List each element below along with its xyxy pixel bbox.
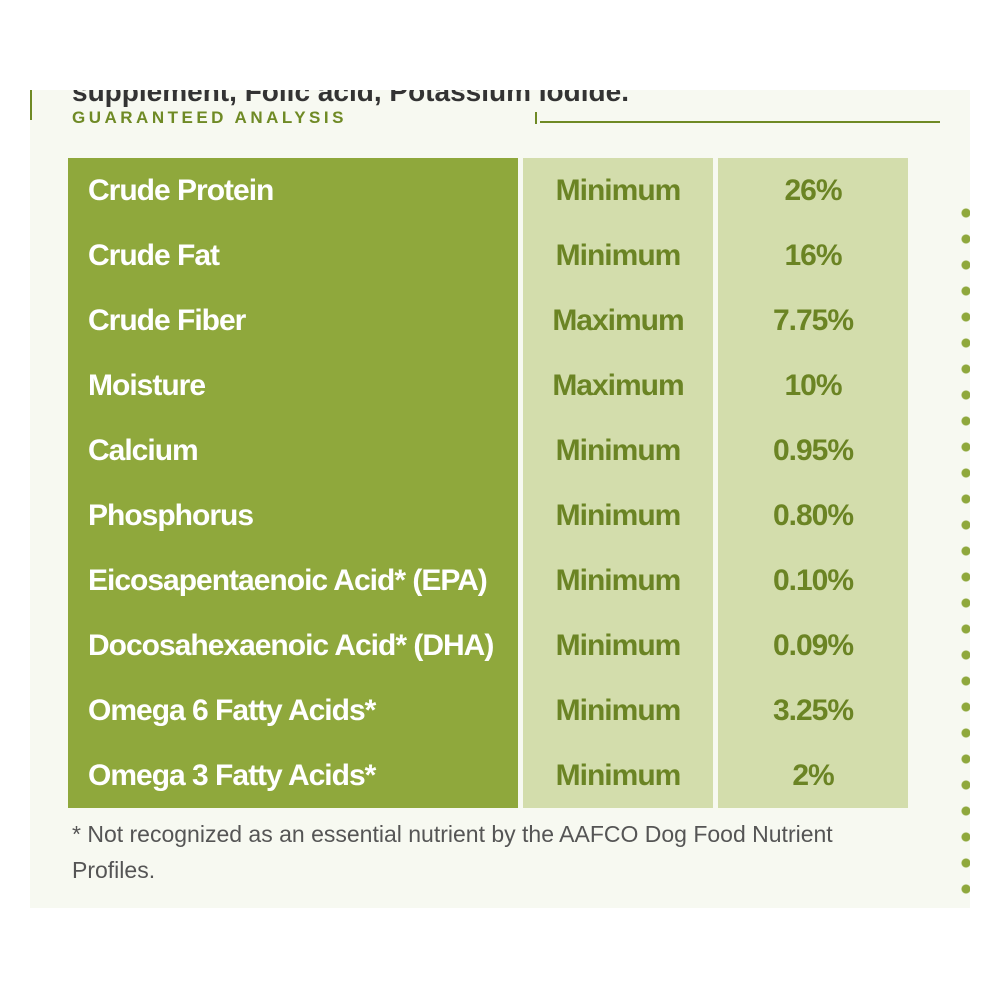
- rule-tick: [535, 112, 537, 124]
- nutrient: Phosphorus: [68, 483, 518, 548]
- limit-type: Minimum: [523, 418, 713, 483]
- cut-text: supplement, Folic acid, Potassium Iodide…: [72, 90, 629, 107]
- limit-type: Minimum: [523, 743, 713, 808]
- section-title: GUARANTEED ANALYSIS: [72, 108, 347, 127]
- nutrient: Eicosapentaenoic Acid* (EPA): [68, 548, 518, 613]
- table-row: Moisture Maximum 10%: [68, 353, 908, 418]
- amount: 0.10%: [718, 548, 908, 613]
- nutrient: Moisture: [68, 353, 518, 418]
- amount: 10%: [718, 353, 908, 418]
- amount: 0.80%: [718, 483, 908, 548]
- limit-type: Minimum: [523, 483, 713, 548]
- limit-type: Minimum: [523, 548, 713, 613]
- amount: 0.09%: [718, 613, 908, 678]
- nutrient: Docosahexaenoic Acid* (DHA): [68, 613, 518, 678]
- footnote: * Not recognized as an essential nutrien…: [72, 821, 833, 883]
- nutrient: Omega 3 Fatty Acids*: [68, 743, 518, 808]
- limit-type: Minimum: [523, 158, 713, 223]
- analysis-table: Crude Protein Minimum 26% Crude Fat Minimum 1…: [68, 158, 908, 808]
- amount: 16%: [718, 223, 908, 288]
- table-row: Crude Fiber Maximum 7.75%: [68, 288, 908, 353]
- table-row: Phosphorus Minimum 0.80%: [68, 483, 908, 548]
- nutrient: Crude Fat: [68, 223, 518, 288]
- amount: 2%: [718, 743, 908, 808]
- table-row: Calcium Minimum 0.95%: [68, 418, 908, 483]
- limit-type: Maximum: [523, 288, 713, 353]
- table-row: Omega 6 Fatty Acids* Minimum 3.25%: [68, 678, 908, 743]
- nutrient: Crude Fiber: [68, 288, 518, 353]
- nutrient: Omega 6 Fatty Acids*: [68, 678, 518, 743]
- table-row: Docosahexaenoic Acid* (DHA) Minimum 0.09%: [68, 613, 908, 678]
- table-row: Crude Protein Minimum 26%: [68, 158, 908, 223]
- nutrient: Crude Protein: [68, 158, 518, 223]
- table-row: Eicosapentaenoic Acid* (EPA) Minimum 0.10%: [68, 548, 908, 613]
- dotted-border: [960, 200, 970, 900]
- edge-line: [30, 90, 32, 120]
- limit-type: Minimum: [523, 613, 713, 678]
- amount: 26%: [718, 158, 908, 223]
- limit-type: Minimum: [523, 223, 713, 288]
- rule: [540, 121, 940, 123]
- table-row: Omega 3 Fatty Acids* Minimum 2%: [68, 743, 908, 808]
- limit-type: Minimum: [523, 678, 713, 743]
- amount: 0.95%: [718, 418, 908, 483]
- amount: 7.75%: [718, 288, 908, 353]
- label: supplement, Folic acid, Potassium Iodide…: [30, 90, 970, 908]
- nutrient: Calcium: [68, 418, 518, 483]
- amount: 3.25%: [718, 678, 908, 743]
- limit-type: Maximum: [523, 353, 713, 418]
- table-row: Crude Fat Minimum 16%: [68, 223, 908, 288]
